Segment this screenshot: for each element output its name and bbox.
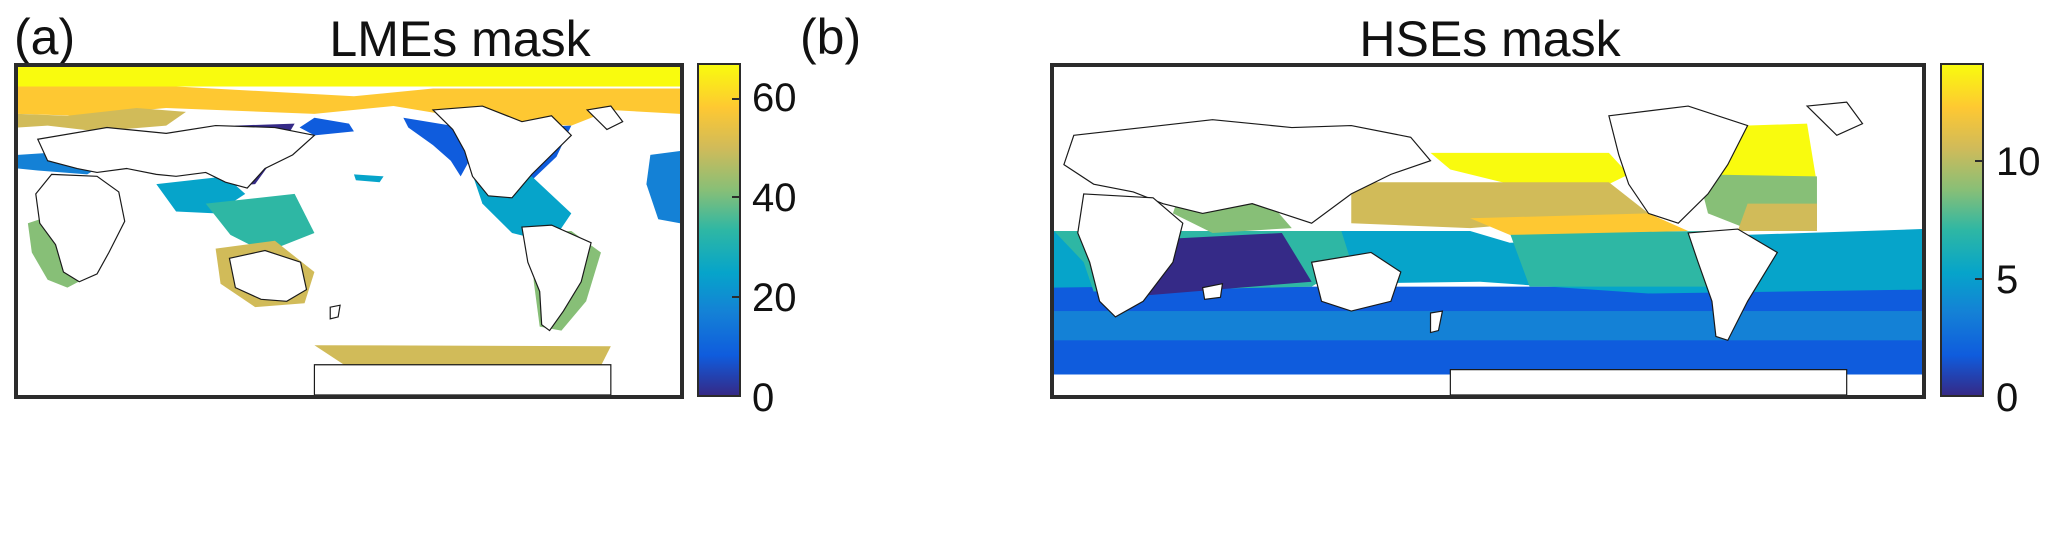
new-zealand-landmass — [329, 304, 341, 320]
antarctica-landmass — [1449, 369, 1848, 395]
colorbar-a-tick — [732, 98, 741, 100]
greenland-landmass — [1805, 101, 1864, 137]
colorbar-a-label-60: 60 — [752, 76, 797, 120]
panel-a-letter: (a) — [14, 9, 76, 65]
northern-europe-lme-region — [18, 108, 186, 132]
southeast-asia-lme-region — [205, 193, 315, 253]
eurasia-landmass — [1063, 119, 1432, 224]
panel-b-letter: (b) — [800, 9, 862, 65]
colorbar-a-tick — [732, 296, 741, 298]
okhotsk-lme-region — [299, 117, 354, 136]
greenland-landmass — [585, 105, 624, 131]
antarctic-lme-region — [314, 345, 611, 366]
colorbar-a-label-0: 0 — [752, 376, 775, 420]
colorbar-a — [697, 63, 741, 397]
australia-landmass — [1310, 251, 1402, 312]
new-zealand-landmass — [1429, 310, 1444, 334]
north-america-landmass — [431, 105, 573, 199]
colorbar-b — [1940, 63, 1984, 397]
australia-landmass — [228, 249, 308, 302]
southern-ocean-band-hse-region — [1054, 311, 1922, 341]
north-pacific-east-hse-region — [1470, 213, 1689, 235]
europe-west-lme-region — [646, 150, 680, 224]
subarctic-lme-region — [18, 86, 680, 126]
south-america-landmass — [1687, 228, 1779, 342]
colorbar-a-label-20: 20 — [752, 276, 797, 320]
north-america-landmass — [1608, 105, 1749, 224]
north-pacific-north-hse-region — [1430, 152, 1629, 185]
colorbar-b-label-5: 5 — [1996, 258, 2019, 302]
colorbar-a-label-40: 40 — [752, 176, 797, 220]
colorbar-b-tick — [1975, 160, 1984, 162]
colorbar-a-tick — [732, 196, 741, 198]
antarctica-landmass — [313, 364, 612, 395]
lme-mask-map — [14, 63, 684, 399]
eurasia-landmass — [36, 124, 316, 189]
colorbar-b-tick — [1975, 278, 1984, 280]
colorbar-b-label-0: 0 — [1996, 376, 2019, 420]
south-atlantic-hse-region — [1509, 231, 1708, 287]
south-america-landmass — [521, 224, 592, 332]
north-atlantic-east-hse-region — [1737, 203, 1817, 231]
madagascar-landmass — [1201, 282, 1224, 300]
colorbar-b-label-10: 10 — [1996, 140, 2041, 184]
arctic-lme-region — [18, 67, 680, 87]
panel-a-title: LMEs mask — [329, 11, 591, 67]
panel-b-title: HSEs mask — [1359, 11, 1621, 67]
hawaii-lme-region — [353, 174, 384, 183]
hse-mask-map — [1050, 63, 1926, 399]
africa-landmass — [35, 173, 126, 283]
africa-landmass — [1077, 193, 1184, 318]
